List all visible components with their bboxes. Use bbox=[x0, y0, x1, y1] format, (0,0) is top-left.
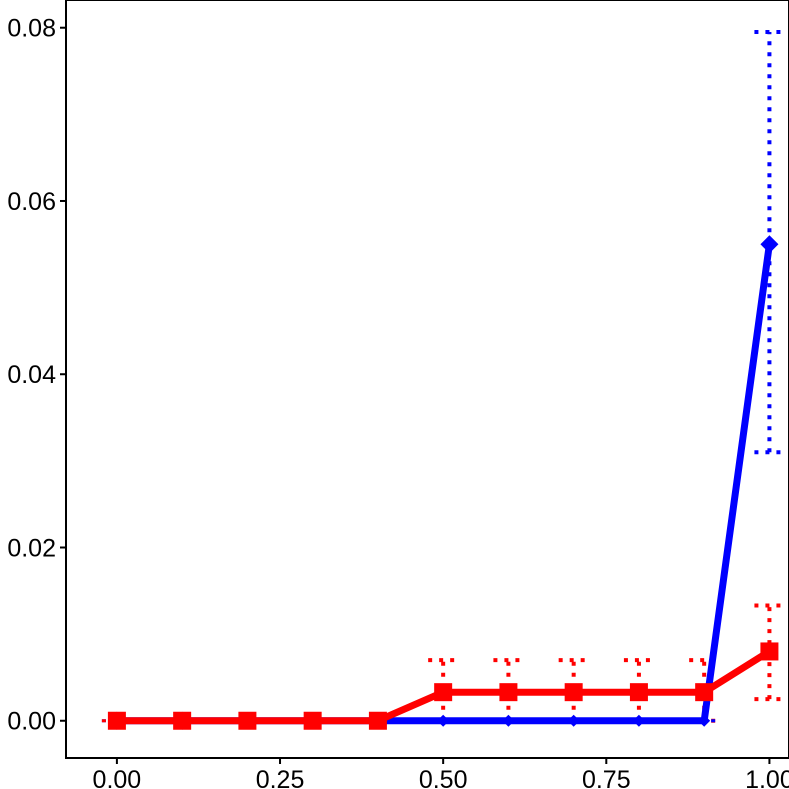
series-point-0 bbox=[437, 714, 450, 727]
x-tick-label: 0.00 bbox=[93, 766, 142, 789]
error-bars bbox=[101, 30, 785, 723]
series-point-1 bbox=[173, 711, 192, 730]
x-tick-label: 0.50 bbox=[419, 766, 468, 789]
series-point-0 bbox=[502, 714, 515, 727]
series-point-1 bbox=[499, 683, 518, 702]
plot-frame bbox=[65, 0, 789, 759]
x-tick-label: 0.75 bbox=[582, 766, 631, 789]
series-point-0 bbox=[632, 714, 645, 727]
series-line-0 bbox=[116, 243, 773, 725]
x-tick-label: 1.00 bbox=[745, 766, 789, 789]
series-point-1 bbox=[107, 711, 126, 730]
axis-ticks bbox=[60, 26, 771, 764]
series-point-1 bbox=[629, 683, 648, 702]
series-point-1 bbox=[434, 683, 453, 702]
tick-labels: 0.00 0.02 0.04 0.06 0.08 0.00 0.25 0.50 0.75 1.00 bbox=[7, 15, 789, 789]
series-point-1 bbox=[238, 711, 257, 730]
series-point-0 bbox=[698, 714, 711, 727]
y-tick-label: 0.02 bbox=[7, 534, 56, 562]
y-tick-label: 0.04 bbox=[7, 361, 56, 389]
series-point-1 bbox=[368, 711, 387, 730]
series-markers bbox=[107, 235, 779, 730]
series-point-1 bbox=[564, 683, 583, 702]
series-point-0 bbox=[760, 235, 779, 254]
x-tick-label: 0.25 bbox=[256, 766, 305, 789]
y-tick-label: 0.06 bbox=[7, 188, 56, 216]
series-point-1 bbox=[303, 711, 322, 730]
series-point-1 bbox=[695, 683, 714, 702]
y-tick-label: 0.08 bbox=[7, 15, 56, 43]
series-point-1 bbox=[760, 642, 779, 661]
series-lines bbox=[116, 243, 773, 725]
y-tick-label: 0.00 bbox=[7, 708, 56, 736]
series-point-0 bbox=[567, 714, 580, 727]
